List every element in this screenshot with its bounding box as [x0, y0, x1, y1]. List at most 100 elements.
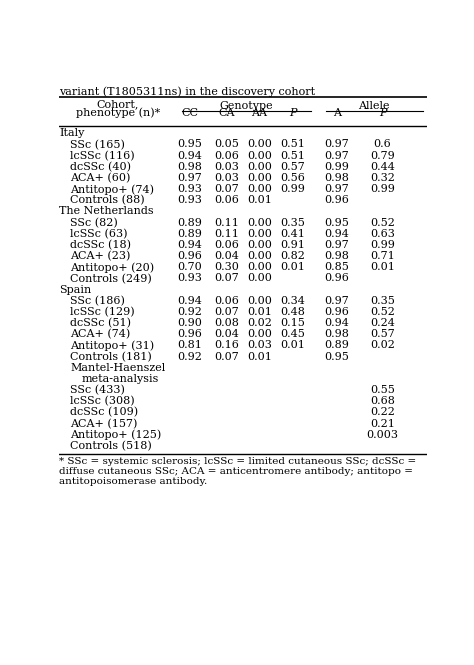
- Text: Genotype: Genotype: [220, 101, 273, 111]
- Text: 0.16: 0.16: [214, 340, 239, 350]
- Text: 0.55: 0.55: [370, 385, 395, 395]
- Text: SSc (165): SSc (165): [70, 140, 125, 150]
- Text: 0.00: 0.00: [247, 173, 272, 183]
- Text: 0.91: 0.91: [280, 240, 305, 250]
- Text: 0.01: 0.01: [280, 262, 305, 272]
- Text: Allele: Allele: [358, 101, 390, 111]
- Text: 0.07: 0.07: [214, 273, 239, 283]
- Text: 0.98: 0.98: [324, 251, 349, 261]
- Text: 0.04: 0.04: [214, 329, 239, 339]
- Text: 0.95: 0.95: [324, 352, 349, 362]
- Text: 0.90: 0.90: [177, 318, 202, 328]
- Text: lcSSc (129): lcSSc (129): [70, 307, 135, 317]
- Text: 0.45: 0.45: [280, 329, 305, 339]
- Text: 0.99: 0.99: [370, 184, 395, 194]
- Text: 0.89: 0.89: [177, 229, 202, 239]
- Text: P: P: [379, 108, 386, 118]
- Text: 0.00: 0.00: [247, 151, 272, 161]
- Text: 0.94: 0.94: [324, 318, 349, 328]
- Text: 0.32: 0.32: [370, 173, 395, 183]
- Text: lcSSc (63): lcSSc (63): [70, 229, 128, 239]
- Text: meta-analysis: meta-analysis: [82, 374, 159, 384]
- Text: 0.08: 0.08: [214, 318, 239, 328]
- Text: 0.6: 0.6: [374, 140, 392, 150]
- Text: CC: CC: [181, 108, 198, 118]
- Text: 0.41: 0.41: [280, 229, 305, 239]
- Text: 0.00: 0.00: [247, 262, 272, 272]
- Text: diffuse cutaneous SSc; ACA = anticentromere antibody; antitopo =: diffuse cutaneous SSc; ACA = anticentrom…: [59, 467, 413, 475]
- Text: 0.51: 0.51: [280, 151, 305, 161]
- Text: ACA+ (157): ACA+ (157): [70, 418, 137, 429]
- Text: 0.57: 0.57: [370, 329, 395, 339]
- Text: SSc (186): SSc (186): [70, 296, 125, 306]
- Text: dcSSc (18): dcSSc (18): [70, 240, 131, 250]
- Text: 0.24: 0.24: [370, 318, 395, 328]
- Text: Italy: Italy: [59, 128, 85, 138]
- Text: 0.82: 0.82: [280, 251, 305, 261]
- Text: 0.03: 0.03: [247, 340, 272, 350]
- Text: 0.96: 0.96: [177, 251, 202, 261]
- Text: Controls (181): Controls (181): [70, 352, 152, 362]
- Text: 0.98: 0.98: [324, 173, 349, 183]
- Text: 0.30: 0.30: [214, 262, 239, 272]
- Text: 0.96: 0.96: [324, 273, 349, 283]
- Text: 0.03: 0.03: [214, 162, 239, 172]
- Text: 0.97: 0.97: [177, 173, 202, 183]
- Text: 0.00: 0.00: [247, 273, 272, 283]
- Text: 0.79: 0.79: [370, 151, 395, 161]
- Text: 0.02: 0.02: [370, 340, 395, 350]
- Text: 0.01: 0.01: [247, 307, 272, 317]
- Text: Antitopo+ (74): Antitopo+ (74): [70, 184, 154, 195]
- Text: Controls (249): Controls (249): [70, 273, 152, 284]
- Text: * SSc = systemic sclerosis; lcSSc = limited cutaneous SSc; dcSSc =: * SSc = systemic sclerosis; lcSSc = limi…: [59, 457, 417, 465]
- Text: 0.70: 0.70: [177, 262, 202, 272]
- Text: 0.93: 0.93: [177, 184, 202, 194]
- Text: ACA+ (74): ACA+ (74): [70, 329, 130, 340]
- Text: 0.68: 0.68: [370, 396, 395, 406]
- Text: 0.94: 0.94: [177, 151, 202, 161]
- Text: 0.95: 0.95: [177, 140, 202, 150]
- Text: 0.92: 0.92: [177, 352, 202, 362]
- Text: 0.89: 0.89: [177, 217, 202, 227]
- Text: 0.00: 0.00: [247, 240, 272, 250]
- Text: 0.52: 0.52: [370, 217, 395, 227]
- Text: variant (T1805311ns) in the discovery cohort: variant (T1805311ns) in the discovery co…: [59, 86, 315, 96]
- Text: 0.51: 0.51: [280, 140, 305, 150]
- Text: 0.07: 0.07: [214, 352, 239, 362]
- Text: 0.63: 0.63: [370, 229, 395, 239]
- Text: Antitopo+ (125): Antitopo+ (125): [70, 430, 162, 440]
- Text: 0.48: 0.48: [280, 307, 305, 317]
- Text: 0.56: 0.56: [280, 173, 305, 183]
- Text: 0.99: 0.99: [324, 162, 349, 172]
- Text: 0.57: 0.57: [280, 162, 305, 172]
- Text: 0.03: 0.03: [214, 173, 239, 183]
- Text: 0.00: 0.00: [247, 251, 272, 261]
- Text: SSc (82): SSc (82): [70, 217, 118, 228]
- Text: 0.05: 0.05: [214, 140, 239, 150]
- Text: AA: AA: [251, 108, 267, 118]
- Text: 0.00: 0.00: [247, 140, 272, 150]
- Text: 0.94: 0.94: [324, 229, 349, 239]
- Text: 0.01: 0.01: [370, 262, 395, 272]
- Text: 0.003: 0.003: [366, 430, 399, 440]
- Text: 0.92: 0.92: [177, 307, 202, 317]
- Text: 0.96: 0.96: [177, 329, 202, 339]
- Text: A: A: [333, 108, 341, 118]
- Text: 0.00: 0.00: [247, 184, 272, 194]
- Text: 0.04: 0.04: [214, 251, 239, 261]
- Text: P: P: [289, 108, 296, 118]
- Text: 0.98: 0.98: [324, 329, 349, 339]
- Text: 0.99: 0.99: [370, 240, 395, 250]
- Text: 0.35: 0.35: [370, 296, 395, 306]
- Text: 0.00: 0.00: [247, 162, 272, 172]
- Text: 0.81: 0.81: [177, 340, 202, 350]
- Text: 0.93: 0.93: [177, 196, 202, 205]
- Text: dcSSc (40): dcSSc (40): [70, 162, 131, 172]
- Text: 0.00: 0.00: [247, 217, 272, 227]
- Text: 0.01: 0.01: [247, 352, 272, 362]
- Text: 0.98: 0.98: [177, 162, 202, 172]
- Text: 0.97: 0.97: [324, 140, 349, 150]
- Text: 0.93: 0.93: [177, 273, 202, 283]
- Text: 0.06: 0.06: [214, 240, 239, 250]
- Text: Controls (518): Controls (518): [70, 441, 152, 452]
